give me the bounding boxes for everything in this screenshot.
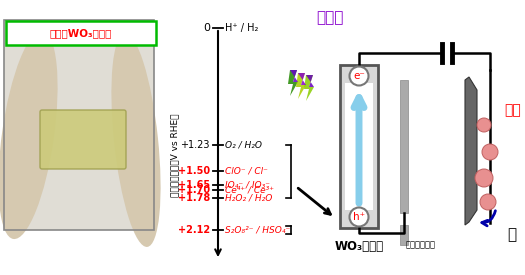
Text: +2.12: +2.12 — [178, 225, 210, 235]
Circle shape — [350, 208, 369, 227]
Text: H₂O₂ / H₂O: H₂O₂ / H₂O — [225, 193, 272, 202]
Polygon shape — [298, 73, 306, 85]
Bar — [4, 20, 154, 230]
Circle shape — [480, 194, 496, 210]
Polygon shape — [296, 73, 306, 99]
Text: H⁺ / H₂: H⁺ / H₂ — [225, 23, 258, 33]
Text: 水: 水 — [508, 227, 517, 243]
Circle shape — [477, 118, 491, 132]
Text: 多孔質WO₃光電極: 多孔質WO₃光電極 — [50, 28, 112, 38]
Text: Ce⁴⁺ / Ce³⁺: Ce⁴⁺ / Ce³⁺ — [225, 186, 274, 194]
Text: +1.78: +1.78 — [178, 193, 210, 203]
Text: 酸化還元電位（V vs RHE）: 酸化還元電位（V vs RHE） — [171, 113, 180, 197]
Bar — [340, 65, 378, 228]
Text: 水素: 水素 — [505, 103, 521, 117]
Ellipse shape — [0, 31, 58, 239]
Text: イオン交換膜: イオン交換膜 — [406, 240, 436, 249]
Text: h⁺: h⁺ — [353, 212, 365, 222]
Circle shape — [475, 169, 493, 187]
Polygon shape — [306, 75, 314, 87]
Bar — [4, 20, 154, 230]
Text: +1.65: +1.65 — [178, 180, 210, 190]
Polygon shape — [288, 70, 298, 96]
Circle shape — [482, 144, 498, 160]
Text: S₂O₈²⁻ / HSO₄⁻: S₂O₈²⁻ / HSO₄⁻ — [225, 226, 290, 235]
FancyBboxPatch shape — [40, 110, 126, 169]
Bar — [345, 83, 373, 210]
Text: +1.23: +1.23 — [181, 140, 210, 150]
Text: 太陽光: 太陽光 — [316, 10, 344, 26]
Bar — [400, 225, 408, 245]
Circle shape — [350, 67, 369, 86]
FancyBboxPatch shape — [6, 21, 156, 45]
Polygon shape — [465, 77, 477, 225]
Bar — [400, 80, 408, 213]
Polygon shape — [304, 75, 314, 101]
Ellipse shape — [111, 33, 161, 247]
Text: WO₃光電極: WO₃光電極 — [334, 240, 384, 252]
Text: +1.70: +1.70 — [178, 185, 210, 195]
Text: ClO⁻ / Cl⁻: ClO⁻ / Cl⁻ — [225, 166, 268, 175]
Text: IO₄⁻ / IO₃⁻: IO₄⁻ / IO₃⁻ — [225, 181, 270, 190]
Polygon shape — [290, 70, 298, 82]
Text: +1.50: +1.50 — [178, 166, 210, 176]
Text: 0: 0 — [203, 23, 210, 33]
Text: e⁻: e⁻ — [353, 71, 365, 81]
Text: O₂ / H₂O: O₂ / H₂O — [225, 141, 262, 150]
